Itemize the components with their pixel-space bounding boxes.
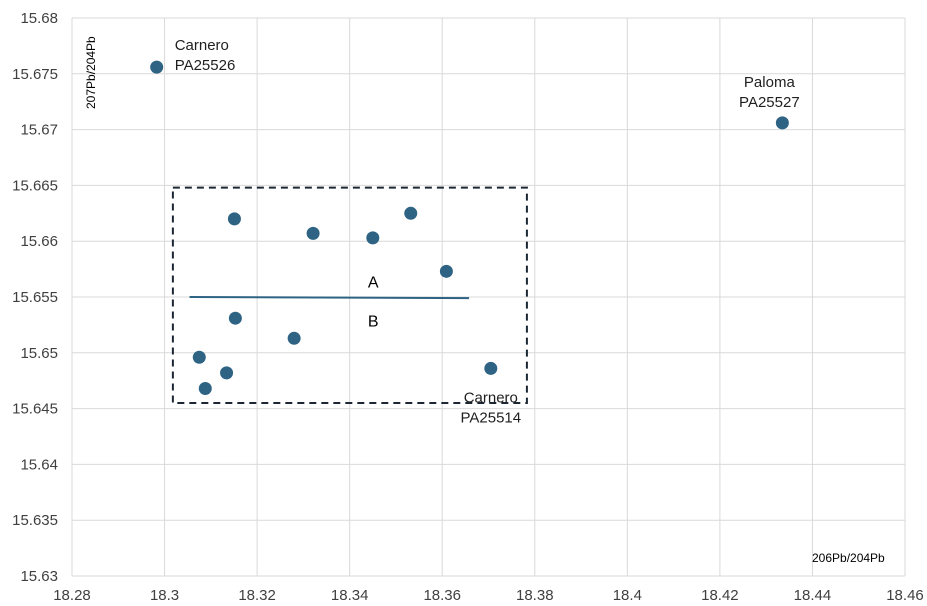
point-label: Paloma <box>744 74 796 91</box>
point-label: Carnero <box>175 37 229 54</box>
dashed-region: AB <box>171 186 528 405</box>
region-label: B <box>368 313 379 330</box>
data-point <box>150 60 164 74</box>
data-point <box>404 206 418 220</box>
y-tick-label: 15.64 <box>20 456 58 473</box>
point-label: PA25514 <box>461 409 522 426</box>
data-point <box>439 264 453 278</box>
x-tick-label: 18.44 <box>794 587 832 604</box>
x-tick-label: 18.4 <box>613 587 642 604</box>
y-tick-label: 15.675 <box>12 66 58 83</box>
x-tick-labels: 18.28 18.3 18.32 18.34 18.36 18.38 18.4 18.42 18… <box>53 587 924 604</box>
x-tick-label: 18.34 <box>331 587 369 604</box>
y-tick-label: 15.645 <box>12 401 58 418</box>
divider-line <box>189 296 470 300</box>
data-point <box>227 212 241 226</box>
point-label: Carnero <box>464 389 518 406</box>
point-label: PA25527 <box>739 94 800 111</box>
y-tick-label: 15.665 <box>12 177 58 194</box>
x-tick-label: 18.38 <box>516 587 554 604</box>
data-point <box>198 382 212 396</box>
x-tick-label: 18.32 <box>238 587 276 604</box>
data-point <box>192 350 206 364</box>
y-tick-label: 15.66 <box>20 233 58 250</box>
data-point <box>775 116 789 130</box>
point-labels: Carnero PA25526 Paloma PA25527 Carnero PA2551… <box>175 37 800 426</box>
y-tick-label: 15.68 <box>20 10 58 27</box>
x-axis-title: 206Pb/204Pb <box>812 551 885 565</box>
y-tick-label: 15.635 <box>12 512 58 529</box>
region-box <box>171 186 528 405</box>
x-tick-label: 18.36 <box>423 587 461 604</box>
x-tick-label: 18.42 <box>701 587 739 604</box>
y-axis-title: 207Pb/204Pb <box>84 36 98 109</box>
data-point <box>484 361 498 375</box>
data-point <box>228 311 242 325</box>
y-tick-label: 15.63 <box>20 568 58 585</box>
x-tick-label: 18.28 <box>53 587 91 604</box>
y-tick-labels: 15.63 15.635 15.64 15.645 15.65 15.655 15.66 15… <box>12 10 58 585</box>
data-point <box>287 331 301 345</box>
gridlines <box>71 17 906 577</box>
y-tick-label: 15.67 <box>20 122 58 139</box>
y-tick-label: 15.655 <box>12 289 58 306</box>
point-label: PA25526 <box>175 57 236 74</box>
x-tick-label: 18.46 <box>886 587 924 604</box>
x-tick-label: 18.3 <box>150 587 179 604</box>
data-point <box>306 226 320 240</box>
y-tick-label: 15.65 <box>20 345 58 362</box>
data-points <box>150 60 789 396</box>
region-label: A <box>368 274 379 291</box>
data-point <box>366 231 380 245</box>
data-point <box>220 366 234 380</box>
